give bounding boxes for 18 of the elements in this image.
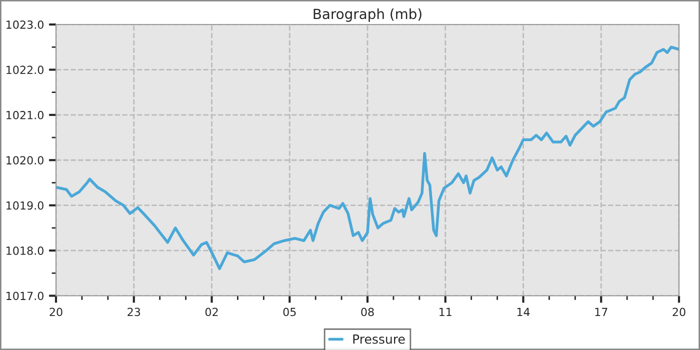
- y-tick-label: 1020.0: [6, 156, 44, 165]
- x-tick-label: 20: [50, 308, 62, 316]
- y-tick-label: 1017.0: [6, 292, 44, 300]
- chart-title: Barograph (mb): [314, 8, 422, 22]
- x-tick-label: 23: [128, 308, 140, 316]
- x-tick-label: 05: [283, 308, 296, 316]
- y-tick-label: 1023.0: [6, 20, 44, 29]
- x-tick-label: 20: [672, 308, 686, 316]
- y-tick-label: 1021.0: [6, 110, 44, 120]
- x-tick-label: 14: [517, 308, 530, 316]
- x-tick-label: 17: [595, 308, 608, 316]
- y-tick-label: 1019.0: [6, 201, 44, 210]
- x-tick-label: 02: [205, 308, 218, 316]
- y-tick-label: 1022.0: [6, 66, 44, 74]
- legend-label: Pressure: [353, 334, 405, 344]
- y-tick-label: 1018.0: [6, 246, 44, 255]
- x-tick-label: 08: [361, 308, 374, 316]
- x-tick-label: 11: [440, 308, 452, 316]
